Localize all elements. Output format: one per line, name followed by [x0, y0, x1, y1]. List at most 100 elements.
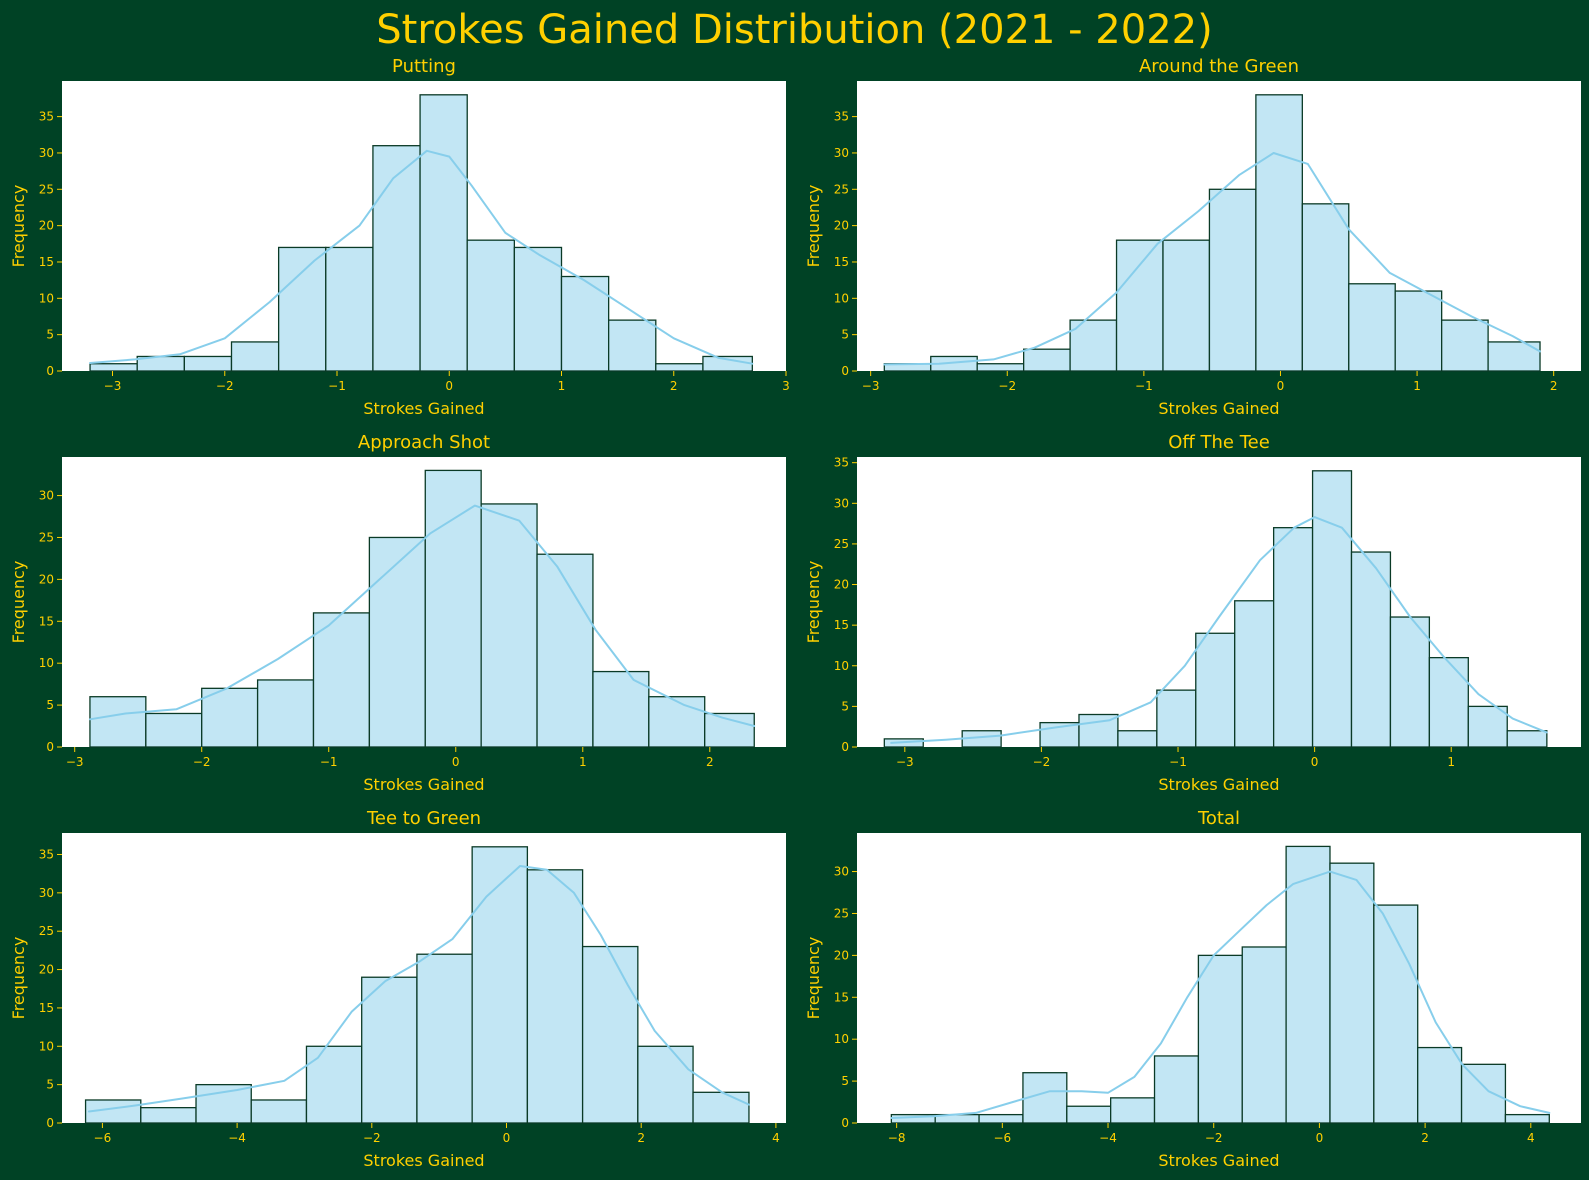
x-tick-label: −2 [363, 1131, 381, 1145]
x-axis-label: Strokes Gained [363, 775, 484, 794]
kde-curve [890, 516, 1548, 744]
y-tick-label: 10 [39, 1039, 54, 1053]
y-tick-label: 35 [834, 456, 849, 470]
x-tick-label: −1 [1169, 755, 1187, 769]
histogram-bar [637, 1045, 694, 1124]
histogram-bar [419, 94, 468, 372]
y-tick-label: 5 [841, 699, 849, 713]
y-tick-label: 5 [46, 328, 54, 342]
x-tick-label: 0 [1277, 379, 1285, 393]
figure-title: Strokes Gained Distribution (2021 - 2022… [376, 7, 1212, 53]
x-tick-label: −3 [66, 755, 84, 769]
x-tick-label: −2 [1033, 755, 1051, 769]
histogram-bar [1115, 239, 1164, 372]
histogram-bar [1428, 656, 1469, 748]
histogram-bar [1162, 239, 1211, 372]
histogram-bar [250, 1099, 308, 1124]
histogram-bar [368, 536, 426, 748]
histogram-bar [416, 953, 473, 1124]
histogram-bar [1311, 470, 1353, 748]
histogram-bar [140, 1107, 197, 1124]
y-tick-label: 20 [39, 219, 54, 233]
histogram-bar [183, 355, 233, 372]
y-tick-label: 35 [39, 110, 54, 124]
x-tick-label: 1 [1447, 755, 1455, 769]
x-tick-label: 0 [452, 755, 460, 769]
y-tick-label: 5 [841, 328, 849, 342]
y-tick-label: 25 [834, 537, 849, 551]
histogram-bar [145, 712, 203, 748]
histogram-bar [312, 612, 371, 748]
subplot-5: −6 −4 −2 0 2 4 0 5 10 15 20 25 30 35 Tee to Green Strok… [9, 808, 786, 1170]
histogram-bar [704, 712, 755, 748]
histogram-bar [1153, 1055, 1200, 1124]
histogram-bar [372, 145, 421, 372]
y-tick-label: 30 [39, 489, 54, 503]
histogram-bar [648, 696, 706, 748]
y-tick-label: 25 [834, 906, 849, 920]
histogram-bar [607, 319, 657, 372]
y-tick-label: 30 [39, 886, 54, 900]
histogram-bars [84, 846, 750, 1124]
histogram-bar [1023, 348, 1071, 372]
y-axis-label: Frequency [9, 185, 28, 268]
y-tick-label: 25 [39, 924, 54, 938]
y-tick-label: 20 [39, 572, 54, 586]
histogram-bar [1117, 730, 1158, 748]
histogram-bar [1301, 203, 1350, 372]
subplot-title: Approach Shot [358, 432, 490, 453]
y-tick-label: 30 [834, 865, 849, 879]
y-tick-label: 0 [46, 364, 54, 378]
x-tick-label: −1 [320, 755, 338, 769]
y-tick-label: 10 [39, 291, 54, 305]
x-axis-label: Strokes Gained [1158, 399, 1279, 418]
histogram-bar [361, 976, 418, 1124]
y-tick-label: 25 [39, 530, 54, 544]
histogram-bar [230, 341, 280, 372]
subplot-title: Around the Green [1139, 56, 1299, 77]
kde-curve [87, 865, 750, 1113]
histogram-bar [1389, 616, 1431, 748]
x-tick-label: −4 [1099, 1131, 1117, 1145]
histogram-bar [201, 687, 259, 748]
y-tick-label: 20 [834, 219, 849, 233]
y-tick-label: 15 [834, 255, 849, 269]
x-tick-label: 1 [579, 755, 587, 769]
histogram-bar [1394, 290, 1443, 372]
histogram-bar [1373, 904, 1419, 1124]
histogram-bar [1417, 1046, 1463, 1124]
histogram-bar [513, 246, 563, 372]
histogram-bar [526, 869, 584, 1124]
histogram-bar [1255, 94, 1303, 372]
histogram-bar [1329, 862, 1375, 1124]
histogram-bar [1066, 1105, 1112, 1124]
histogram-bar [1234, 600, 1275, 748]
x-tick-label: 3 [782, 379, 790, 393]
histogram-bar [195, 1083, 252, 1124]
y-tick-label: 10 [834, 291, 849, 305]
subplot-title: Putting [392, 56, 456, 77]
x-tick-label: −4 [228, 1131, 246, 1145]
histogram-bar [1441, 319, 1489, 372]
histogram-bar [1460, 1063, 1507, 1124]
x-tick-label: −1 [1135, 379, 1153, 393]
x-tick-label: 2 [1421, 1131, 1429, 1145]
histogram-bar [1285, 845, 1331, 1124]
y-tick-label: 35 [834, 110, 849, 124]
x-tick-label: −3 [896, 755, 914, 769]
x-tick-label: 0 [445, 379, 453, 393]
x-axis-label: Strokes Gained [363, 399, 484, 418]
histogram-bar [1350, 551, 1392, 748]
x-axis-label: Strokes Gained [1158, 1151, 1279, 1170]
histogram-bar [89, 696, 147, 748]
histogram-bar [1506, 730, 1548, 748]
y-tick-label: 20 [834, 948, 849, 962]
histogram-bars [883, 94, 1541, 372]
histogram-bar [471, 846, 529, 1124]
y-tick-label: 0 [46, 1116, 54, 1130]
x-tick-label: 2 [706, 755, 714, 769]
x-tick-label: −3 [104, 379, 122, 393]
